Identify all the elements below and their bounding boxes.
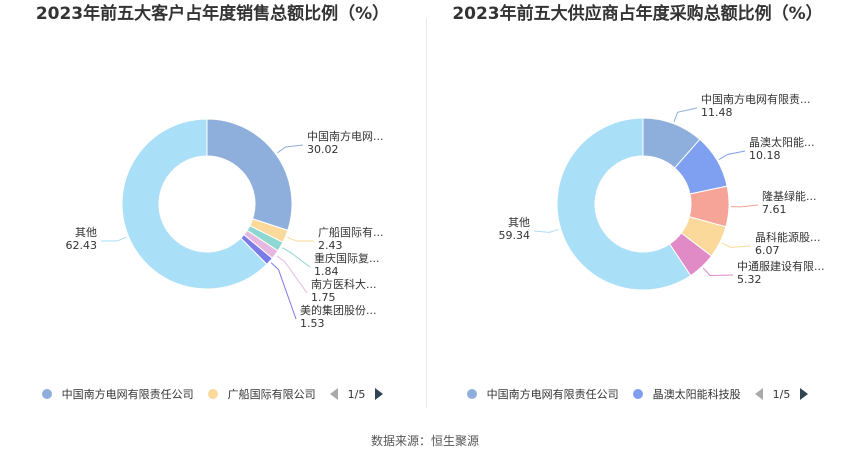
customer-donut-chart: 中国南方电网...30.02 广船国际有...2.43重庆国际复...1.84南方… bbox=[66, 118, 384, 330]
legend-dot-icon bbox=[632, 389, 643, 399]
chart-legend: 中国南方电网有限责任公司 晶澳太阳能科技股 1/5 bbox=[425, 384, 850, 404]
slice-value-label: 6.07 bbox=[755, 244, 780, 257]
donut-slice[interactable] bbox=[206, 118, 293, 231]
label-leader-line bbox=[100, 236, 127, 242]
legend-dot-icon bbox=[207, 389, 218, 399]
donut-slice[interactable] bbox=[121, 118, 268, 290]
slice-value-label: 1.84 bbox=[314, 265, 339, 278]
next-page-icon[interactable] bbox=[800, 388, 809, 400]
slice-value-label: 59.34 bbox=[499, 229, 531, 242]
slice-value-label: 5.32 bbox=[737, 273, 762, 286]
legend-item[interactable]: 广船国际有限公司 bbox=[207, 386, 316, 402]
label-leader-line bbox=[277, 144, 304, 154]
customer-chart-panel: 2023年前五大客户占年度销售总额比例（%） 中国南方电网... 30.02 广船国… bbox=[0, 0, 425, 420]
legend-label: 中国南方电网有限责任公司 bbox=[61, 388, 194, 401]
legend-dot-icon bbox=[41, 389, 52, 399]
next-page-icon[interactable] bbox=[375, 388, 384, 400]
legend-label: 晶澳太阳能科技股 bbox=[652, 388, 741, 401]
panel-divider bbox=[426, 18, 427, 408]
slice-label: 中通服建设有限... bbox=[737, 259, 825, 273]
prev-page-icon[interactable] bbox=[329, 388, 338, 400]
legend-item[interactable]: 中国南方电网有限责任公司 bbox=[466, 386, 619, 402]
label-leader-line bbox=[281, 247, 311, 268]
slice-label: 其他 bbox=[508, 216, 530, 229]
slice-label: 其他 bbox=[75, 226, 97, 239]
chart-legend: 中国南方电网有限责任公司 广船国际有限公司 1/5 bbox=[0, 384, 425, 404]
legend-label: 广船国际有限公司 bbox=[227, 388, 316, 401]
slice-value-label: 30.02 bbox=[307, 143, 339, 156]
label-leader-line bbox=[287, 236, 315, 242]
page-indicator: 1/5 bbox=[347, 387, 366, 401]
slice-label: 隆基绿能... bbox=[762, 189, 817, 203]
label-leader-line bbox=[276, 255, 308, 294]
legend-item[interactable]: 中国南方电网有限责任公司 bbox=[41, 386, 194, 402]
slice-label: 晶澳太阳能... bbox=[749, 135, 815, 149]
legend-label: 中国南方电网有限责任公司 bbox=[486, 388, 619, 401]
supplier-donut-chart: 中国南方电网有限责...11.48 晶澳太阳能...10.18 隆基绿能...7.6… bbox=[499, 92, 825, 291]
slice-label: 中国南方电网... bbox=[307, 129, 384, 143]
slice-label: 中国南方电网有限责... bbox=[701, 92, 811, 106]
slice-label: 晶科能源股... bbox=[755, 230, 821, 244]
label-leader-line bbox=[673, 107, 698, 122]
chart-title: 2023年前五大供应商占年度采购总额比例（%） bbox=[452, 4, 823, 24]
chart-title: 2023年前五大客户占年度销售总额比例（%） bbox=[35, 4, 390, 24]
label-leader-line bbox=[702, 267, 734, 276]
legend-dot-icon bbox=[466, 389, 477, 399]
legend-pager: 1/5 bbox=[754, 387, 809, 401]
slice-value-label: 1.53 bbox=[300, 317, 325, 330]
label-leader-line bbox=[270, 262, 297, 320]
slice-value-label: 10.18 bbox=[749, 149, 781, 162]
label-leader-line bbox=[730, 204, 759, 208]
slice-label: 重庆国际复... bbox=[314, 251, 380, 265]
slice-value-label: 11.48 bbox=[701, 106, 733, 119]
slice-value-label: 2.43 bbox=[318, 239, 343, 252]
supplier-chart-panel: 2023年前五大供应商占年度采购总额比例（%） 中国南方电网有限责... 11.4… bbox=[425, 0, 850, 420]
label-leader-line bbox=[718, 150, 746, 160]
slice-value-label: 62.43 bbox=[66, 239, 98, 252]
donut-slice[interactable] bbox=[556, 117, 692, 291]
label-leader-line bbox=[533, 228, 559, 233]
slice-label: 美的集团股份... bbox=[300, 303, 377, 317]
slice-label: 南方医科大... bbox=[311, 277, 377, 291]
slice-label: 广船国际有... bbox=[318, 225, 384, 239]
label-leader-line bbox=[721, 242, 752, 248]
legend-pager: 1/5 bbox=[329, 387, 384, 401]
slice-value-label: 7.61 bbox=[762, 203, 787, 216]
legend-item[interactable]: 晶澳太阳能科技股 bbox=[632, 386, 741, 402]
slice-value-label: 1.75 bbox=[311, 291, 336, 304]
page-indicator: 1/5 bbox=[772, 387, 791, 401]
prev-page-icon[interactable] bbox=[754, 388, 763, 400]
data-source: 数据来源：恒生聚源 bbox=[370, 434, 479, 448]
